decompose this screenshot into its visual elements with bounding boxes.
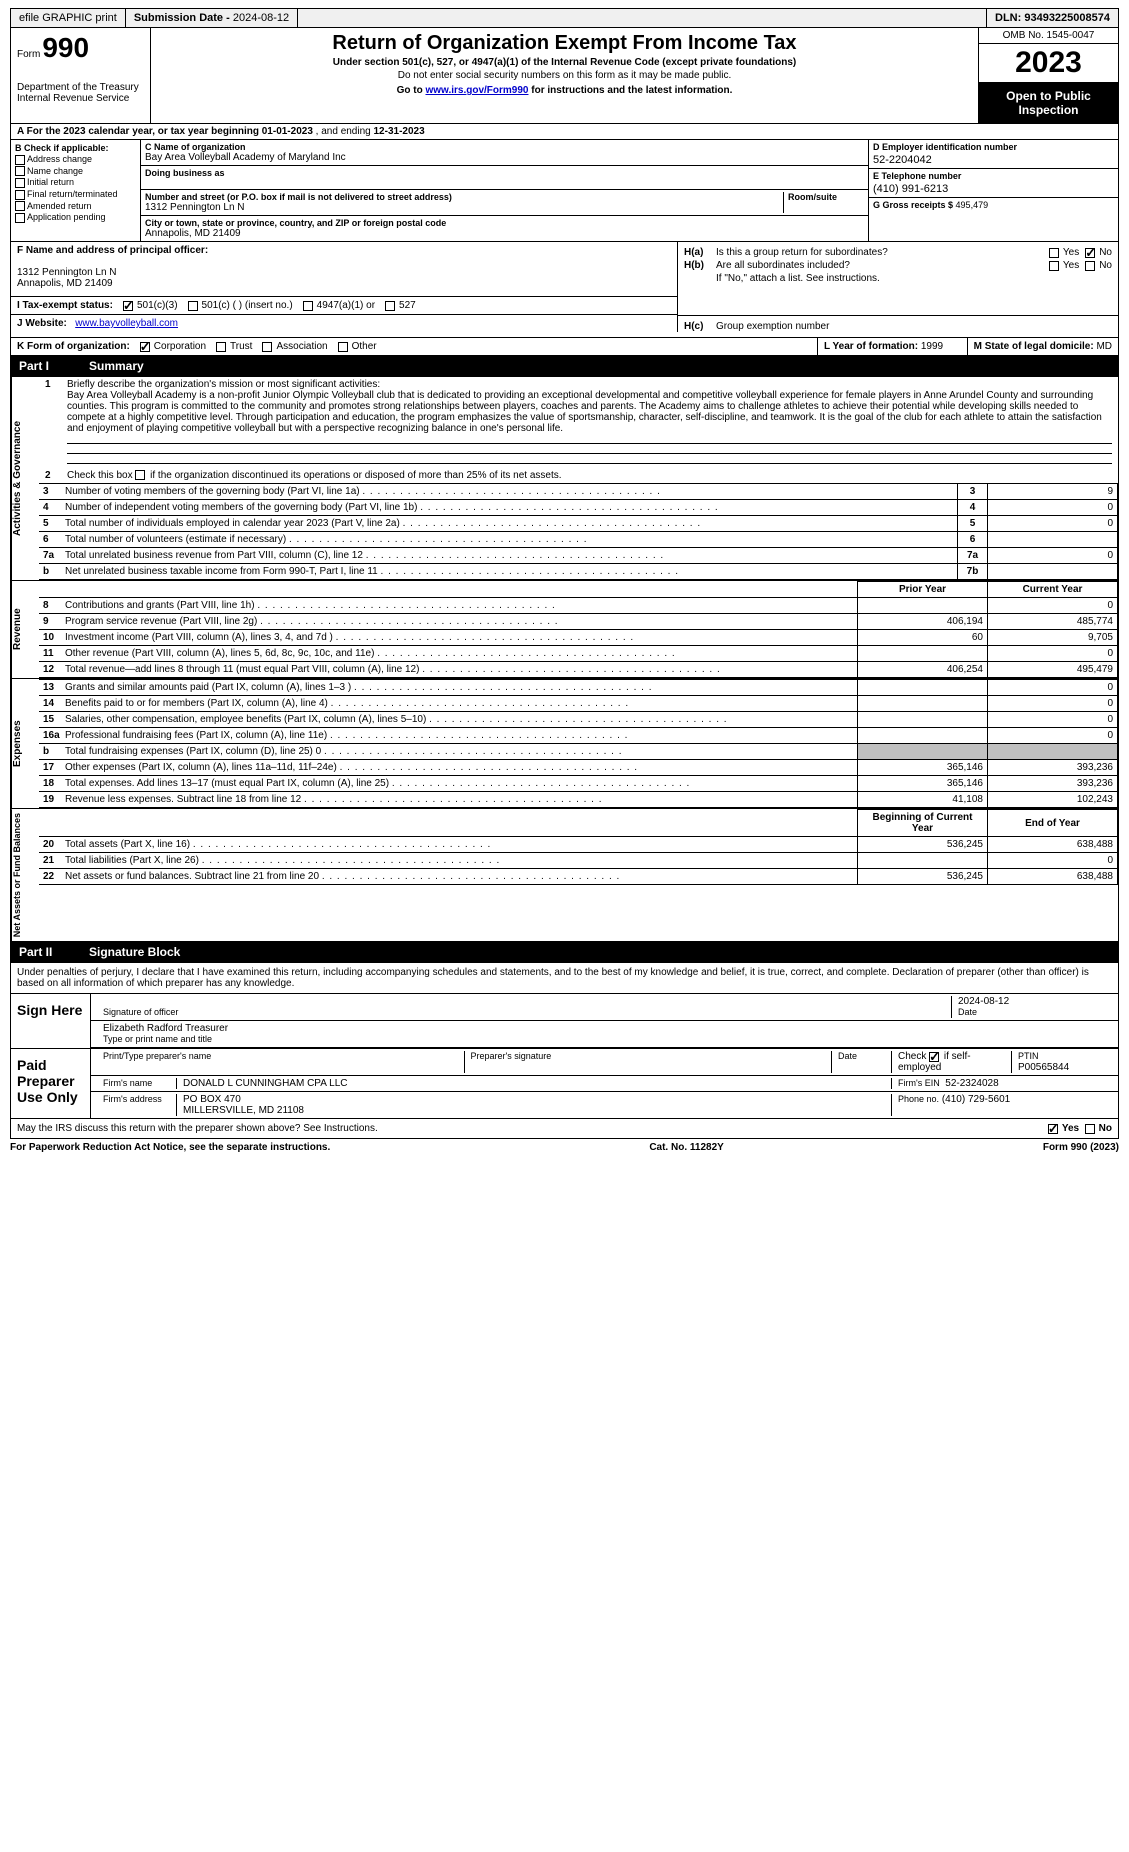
part2-header: Part II Signature Block bbox=[10, 942, 1119, 963]
chk-527[interactable]: 527 bbox=[385, 300, 416, 311]
city-state-zip: Annapolis, MD 21409 bbox=[145, 228, 864, 239]
q2: 2Check this box if the organization disc… bbox=[39, 468, 1118, 483]
section-bcd: B Check if applicable: Address change Na… bbox=[10, 140, 1119, 241]
form-header: Form 990 Department of the Treasury Inte… bbox=[10, 28, 1119, 124]
ssn-note: Do not enter social security numbers on … bbox=[157, 70, 972, 81]
state-domicile: M State of legal domicile: MD bbox=[968, 338, 1118, 355]
chk-name[interactable]: Name change bbox=[15, 166, 136, 177]
chk-final[interactable]: Final return/terminated bbox=[15, 189, 136, 200]
chk-501c3[interactable]: 501(c)(3) bbox=[123, 300, 178, 311]
section-fgh: F Name and address of principal officer:… bbox=[10, 241, 1119, 338]
firm-name: DONALD L CUNNINGHAM CPA LLC bbox=[177, 1078, 892, 1089]
chk-pending[interactable]: Application pending bbox=[15, 212, 136, 223]
org-name: Bay Area Volleyball Academy of Maryland … bbox=[145, 152, 864, 163]
ptin: P00565844 bbox=[1018, 1062, 1069, 1073]
governance-table: 3Number of voting members of the governi… bbox=[39, 483, 1118, 580]
discuss-row: May the IRS discuss this return with the… bbox=[10, 1119, 1119, 1139]
topbar: efile GRAPHIC print Submission Date - 20… bbox=[10, 8, 1119, 28]
expenses-table: 13Grants and similar amounts paid (Part … bbox=[39, 679, 1118, 808]
gross-receipts: 495,479 bbox=[956, 200, 989, 210]
firm-addr2: MILLERSVILLE, MD 21108 bbox=[183, 1105, 304, 1116]
col-de: D Employer identification number 52-2204… bbox=[868, 140, 1118, 241]
part1-rev: Revenue Prior YearCurrent Year8Contribut… bbox=[10, 581, 1119, 679]
chk-501c[interactable]: 501(c) ( ) (insert no.) bbox=[188, 300, 293, 311]
street-address: 1312 Pennington Ln N bbox=[145, 202, 779, 213]
firm-ein: 52-2324028 bbox=[945, 1078, 998, 1089]
chk-initial[interactable]: Initial return bbox=[15, 177, 136, 188]
page-footer: For Paperwork Reduction Act Notice, see … bbox=[10, 1139, 1119, 1156]
tab-net-assets: Net Assets or Fund Balances bbox=[11, 809, 39, 941]
self-employed-check[interactable] bbox=[929, 1052, 939, 1062]
row-k: K Form of organization: Corporation Trus… bbox=[10, 338, 1119, 356]
col-b-checkboxes: B Check if applicable: Address change Na… bbox=[11, 140, 141, 241]
dept-treasury: Department of the Treasury Internal Reve… bbox=[17, 82, 144, 104]
tab-revenue: Revenue bbox=[11, 581, 39, 678]
chk-trust[interactable]: Trust bbox=[216, 341, 252, 352]
phone: (410) 991-6213 bbox=[873, 183, 1114, 195]
hb-no[interactable]: No bbox=[1085, 260, 1112, 271]
discuss-yes[interactable]: Yes bbox=[1048, 1123, 1079, 1134]
part1-exp: Expenses 13Grants and similar amounts pa… bbox=[10, 679, 1119, 809]
ha-yes[interactable]: Yes bbox=[1049, 247, 1079, 258]
hb-yes[interactable]: Yes bbox=[1049, 260, 1079, 271]
form-number: Form 990 bbox=[17, 32, 144, 64]
ha-no[interactable]: No bbox=[1085, 247, 1112, 258]
discuss-no[interactable]: No bbox=[1085, 1123, 1112, 1134]
officer-name: Elizabeth Radford Treasurer bbox=[103, 1023, 228, 1034]
tax-year: 2023 bbox=[979, 44, 1118, 83]
sign-here-block: Sign Here Signature of officer 2024-08-1… bbox=[10, 994, 1119, 1049]
chk-corp[interactable]: Corporation bbox=[140, 341, 206, 352]
tab-expenses: Expenses bbox=[11, 679, 39, 808]
paid-preparer-block: Paid Preparer Use Only Print/Type prepar… bbox=[10, 1049, 1119, 1119]
website: J Website: www.bayvolleyball.com bbox=[11, 315, 678, 332]
firm-phone: (410) 729-5601 bbox=[942, 1094, 1010, 1105]
net-assets-table: Beginning of Current YearEnd of Year20To… bbox=[39, 809, 1118, 885]
efile-label: efile GRAPHIC print bbox=[11, 9, 126, 27]
form-title: Return of Organization Exempt From Incom… bbox=[157, 32, 972, 55]
chk-4947[interactable]: 4947(a)(1) or bbox=[303, 300, 375, 311]
chk-address[interactable]: Address change bbox=[15, 154, 136, 165]
website-link[interactable]: www.bayvolleyball.com bbox=[75, 318, 178, 329]
chk-amended[interactable]: Amended return bbox=[15, 201, 136, 212]
part1-header: Part I Summary bbox=[10, 356, 1119, 377]
q2-check[interactable] bbox=[135, 470, 145, 480]
declaration: Under penalties of perjury, I declare th… bbox=[10, 963, 1119, 994]
irs-link[interactable]: www.irs.gov/Form990 bbox=[425, 85, 528, 96]
sig-date: 2024-08-12 bbox=[958, 996, 1009, 1007]
tax-exempt-status: I Tax-exempt status: 501(c)(3) 501(c) ( … bbox=[11, 297, 678, 315]
ein: 52-2204042 bbox=[873, 154, 1114, 166]
form-subtitle: Under section 501(c), 527, or 4947(a)(1)… bbox=[157, 57, 972, 68]
principal-officer: F Name and address of principal officer:… bbox=[11, 242, 678, 297]
firm-addr1: PO BOX 470 bbox=[183, 1094, 241, 1105]
col-c-org-info: C Name of organization Bay Area Volleyba… bbox=[141, 140, 868, 241]
chk-other[interactable]: Other bbox=[338, 341, 377, 352]
instructions-link: Go to www.irs.gov/Form990 for instructio… bbox=[157, 85, 972, 96]
public-inspection: Open to Public Inspection bbox=[979, 83, 1118, 123]
dln: DLN: 93493225008574 bbox=[987, 9, 1118, 27]
tab-governance: Activities & Governance bbox=[11, 377, 39, 580]
mission-text: Bay Area Volleyball Academy is a non-pro… bbox=[45, 390, 1112, 434]
year-formation: L Year of formation: 1999 bbox=[818, 338, 968, 355]
line-a: A For the 2023 calendar year, or tax yea… bbox=[10, 124, 1119, 140]
chk-assoc[interactable]: Association bbox=[262, 341, 327, 352]
part1-gov: Activities & Governance 1Briefly describ… bbox=[10, 377, 1119, 581]
revenue-table: Prior YearCurrent Year8Contributions and… bbox=[39, 581, 1118, 678]
submission-date: Submission Date - 2024-08-12 bbox=[126, 9, 298, 27]
omb-number: OMB No. 1545-0047 bbox=[979, 28, 1118, 44]
part1-net: Net Assets or Fund Balances Beginning of… bbox=[10, 809, 1119, 942]
